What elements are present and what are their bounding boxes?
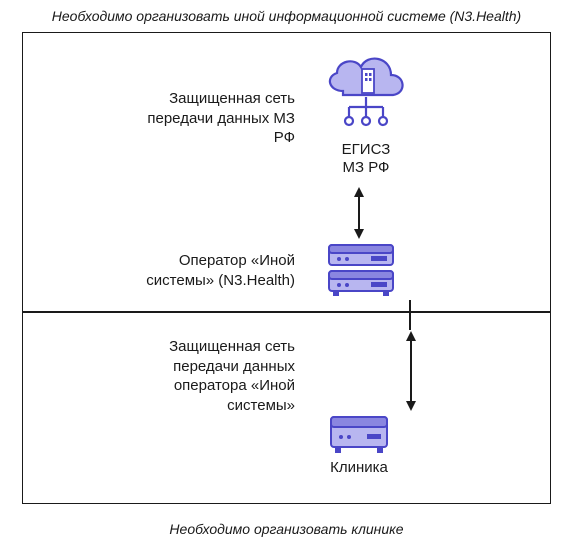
label-operator-other: Оператор «Иной системы» (N3.Health) bbox=[85, 251, 295, 290]
clinic-node: Клиника bbox=[319, 411, 399, 477]
cloud-node: ЕГИСЗ МЗ РФ bbox=[311, 47, 421, 177]
arrow-cross-frame bbox=[402, 300, 418, 330]
frame-upper: ЕГИСЗ МЗ РФ Защищенная сеть передачи дан… bbox=[22, 32, 551, 312]
arrow-cloud-server bbox=[351, 187, 367, 239]
arrow-server-clinic bbox=[403, 331, 419, 411]
frame-lower: Клиника Защищенная сеть передачи данных … bbox=[22, 312, 551, 504]
cloud-label: ЕГИСЗ МЗ РФ bbox=[342, 141, 391, 177]
caption-top: Необходимо организовать иной информацион… bbox=[0, 8, 573, 24]
server-node bbox=[321, 241, 401, 299]
server-icon bbox=[323, 241, 399, 299]
caption-bottom: Необходимо организовать клинике bbox=[0, 521, 573, 537]
label-secure-net-mz: Защищенная сеть передачи данных МЗ РФ bbox=[85, 89, 295, 148]
cloud-icon bbox=[319, 47, 413, 141]
clinic-label: Клиника bbox=[330, 459, 388, 477]
label-secure-net-operator: Защищенная сеть передачи данных оператор… bbox=[85, 337, 295, 415]
clinic-server-icon bbox=[327, 411, 391, 459]
